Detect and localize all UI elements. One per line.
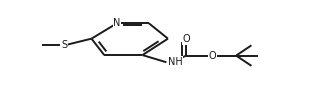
Text: NH: NH xyxy=(168,57,183,67)
Text: O: O xyxy=(182,34,190,44)
Text: O: O xyxy=(208,51,216,61)
Text: S: S xyxy=(61,40,68,50)
Text: N: N xyxy=(113,18,121,28)
